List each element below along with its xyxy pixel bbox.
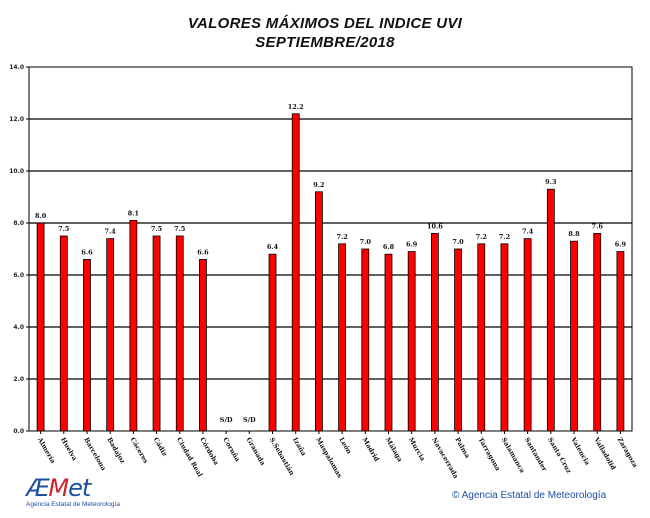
y-tick-label: 12.0 bbox=[9, 116, 24, 123]
value-label: 8.1 bbox=[128, 209, 139, 217]
category-label: Málaga bbox=[384, 436, 405, 464]
value-label: 7.0 bbox=[452, 238, 464, 246]
bar bbox=[477, 243, 486, 432]
category-label: Salamanca bbox=[500, 436, 527, 475]
bar bbox=[407, 251, 416, 432]
category-label: Coruña bbox=[221, 436, 242, 464]
category-label: Huelva bbox=[59, 436, 79, 463]
value-labels: 8.0 7.5 6.6 7.4 8.1 7.5 7.5 6.6 S/D S/D 6.4 12.2 9.2… bbox=[35, 103, 627, 424]
bar bbox=[83, 258, 91, 432]
value-label: 6.9 bbox=[615, 241, 627, 249]
category-label: Zaragoza bbox=[616, 436, 640, 470]
category-label: Barcelona bbox=[82, 436, 108, 473]
category-label: Izaña bbox=[291, 436, 308, 458]
category-label: Santa Cruz bbox=[546, 436, 573, 475]
y-tick-label: 6.0 bbox=[13, 272, 24, 279]
value-label: 7.2 bbox=[499, 233, 510, 241]
category-label: Murcia bbox=[407, 436, 427, 463]
category-label: León bbox=[337, 436, 353, 456]
bar bbox=[291, 113, 300, 432]
y-tick-label: 4.0 bbox=[13, 324, 24, 331]
value-label: 6.9 bbox=[406, 241, 418, 249]
y-tick-labels: 0.0 2.0 4.0 6.0 8.0 10.0 12.0 14.0 bbox=[9, 64, 24, 435]
value-label: 6.4 bbox=[267, 243, 279, 251]
value-label: 8.0 bbox=[35, 212, 47, 220]
y-tick-label: 14.0 bbox=[9, 64, 24, 71]
value-label: 9.3 bbox=[545, 178, 557, 186]
bar bbox=[199, 258, 207, 432]
value-label: 7.5 bbox=[58, 225, 70, 233]
bar bbox=[268, 253, 277, 432]
bar bbox=[129, 219, 138, 432]
copyright-notice: © Agencia Estatal de Meteorología bbox=[452, 490, 607, 501]
value-label: 9.2 bbox=[313, 181, 324, 189]
plot-frame bbox=[28, 66, 633, 432]
bar bbox=[36, 222, 45, 432]
value-label: 7.4 bbox=[105, 228, 117, 236]
bar bbox=[175, 235, 184, 432]
category-label: Granada bbox=[245, 436, 268, 467]
chart-title-line1: VALORES MÁXIMOS DEL INDICE UVI bbox=[187, 15, 463, 32]
value-label: 7.6 bbox=[592, 222, 604, 230]
category-label: Córdoba bbox=[198, 436, 221, 467]
bar bbox=[315, 191, 323, 432]
category-label: Valladolid bbox=[592, 435, 618, 472]
value-label: 7.2 bbox=[476, 233, 487, 241]
bar bbox=[361, 248, 370, 432]
bar bbox=[546, 188, 555, 432]
value-label: 10.6 bbox=[427, 222, 443, 230]
category-label: Cádiz bbox=[152, 436, 169, 458]
value-label: 12.2 bbox=[288, 103, 304, 111]
axes bbox=[26, 66, 633, 434]
y-tick-label: 2.0 bbox=[13, 376, 24, 383]
category-label: Madrid bbox=[361, 436, 381, 463]
value-label: 7.5 bbox=[174, 225, 186, 233]
bar bbox=[430, 232, 439, 432]
category-label: Badajoz bbox=[105, 436, 127, 465]
value-label: 7.0 bbox=[360, 238, 372, 246]
y-tick-label: 8.0 bbox=[13, 220, 24, 227]
value-label: S/D bbox=[243, 416, 256, 424]
category-label: Cáceres bbox=[129, 436, 150, 465]
bar bbox=[454, 248, 462, 432]
bar bbox=[152, 235, 161, 432]
value-label: 8.8 bbox=[568, 230, 580, 238]
chart-title: VALORES MÁXIMOS DEL INDICE UVI SEPTIEMBR… bbox=[0, 14, 650, 52]
category-label: Santander bbox=[523, 436, 549, 473]
value-label: 6.8 bbox=[383, 243, 395, 251]
bar bbox=[384, 253, 393, 432]
bar bbox=[59, 235, 68, 432]
category-label: S.Sebastián bbox=[268, 436, 296, 477]
bar bbox=[593, 232, 602, 432]
bar bbox=[570, 240, 578, 432]
logo-wordmark: ÆMet bbox=[26, 474, 91, 502]
bar bbox=[523, 238, 532, 432]
category-label: Tarragona bbox=[477, 436, 503, 473]
bar bbox=[500, 243, 509, 432]
bars bbox=[36, 113, 625, 432]
category-label: Valencia bbox=[569, 435, 592, 467]
value-label: 7.4 bbox=[522, 228, 534, 236]
category-label: Almería bbox=[35, 435, 57, 465]
value-label: 7.2 bbox=[336, 233, 347, 241]
category-label: Palma bbox=[453, 436, 472, 460]
logo-subtitle: Agencia Estatal de Meteorología bbox=[26, 501, 120, 508]
grid-lines bbox=[29, 118, 632, 380]
aemet-logo: ÆMet Agencia Estatal de Meteorología bbox=[26, 476, 120, 508]
bar bbox=[338, 243, 346, 432]
value-label: 6.6 bbox=[81, 248, 93, 256]
value-label: 6.6 bbox=[197, 248, 209, 256]
chart-title-line2: SEPTIEMBRE/2018 bbox=[255, 34, 395, 51]
value-label: S/D bbox=[220, 416, 233, 424]
y-tick-label: 0.0 bbox=[13, 428, 24, 435]
bar bbox=[616, 251, 625, 432]
bar bbox=[106, 238, 115, 432]
y-tick-label: 10.0 bbox=[9, 168, 24, 175]
value-label: 7.5 bbox=[151, 225, 163, 233]
